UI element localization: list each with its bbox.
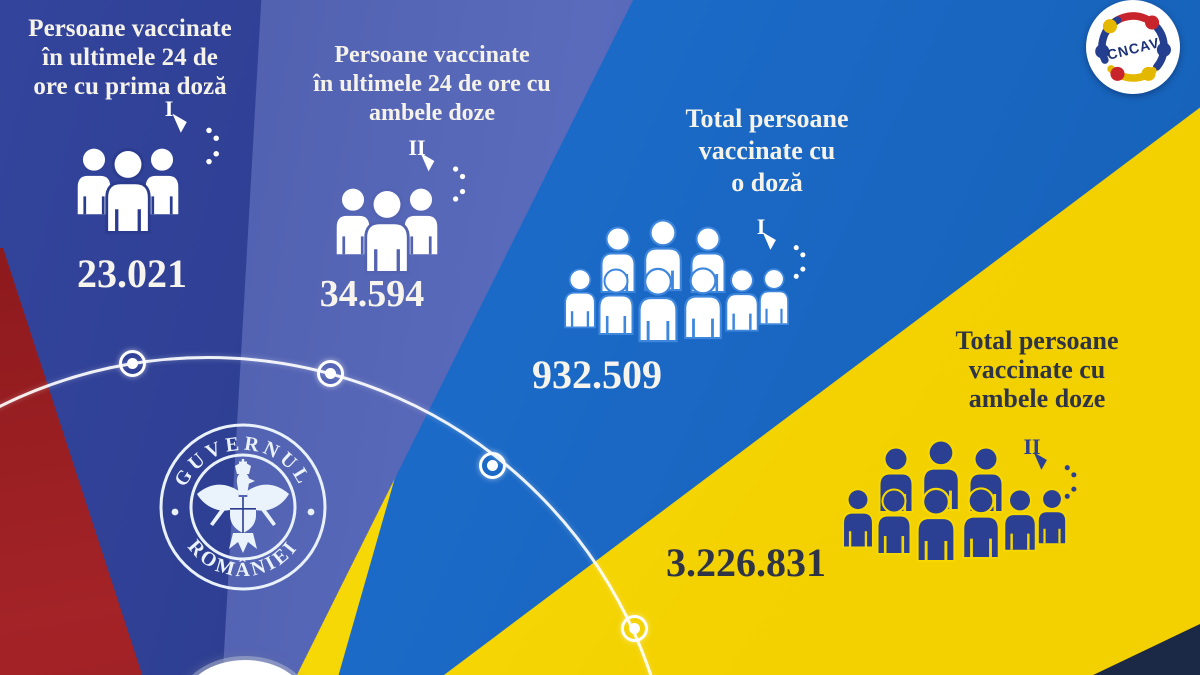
- value-total-both-doses: 3.226.831: [666, 540, 826, 585]
- cncav-label: CNCAV: [1105, 34, 1161, 63]
- cncav-figures: [1095, 15, 1171, 81]
- people-clock-icon-both-doses: II: [336, 135, 472, 290]
- title-line: Total persoane: [685, 104, 849, 133]
- panel-title-first-dose-24h: Persoane vaccinate în ultimele 24 de ore…: [0, 14, 300, 101]
- cncav-logo: CNCAV: [1086, 0, 1180, 94]
- title-line: o doză: [731, 168, 803, 197]
- panel-title-both-doses-24h: Persoane vaccinate în ultimele 24 de ore…: [252, 41, 612, 128]
- panel-title-total-both-doses: Total persoane vaccinate cu ambele doze: [877, 326, 1197, 413]
- arc-node: [621, 615, 648, 642]
- dose-numeral: I: [757, 214, 766, 239]
- people-group-clock-icon-both-doses: II: [842, 434, 1083, 582]
- title-line: Persoane vaccinate: [334, 42, 530, 68]
- title-line: vaccinate cu: [968, 355, 1106, 384]
- title-line: în ultimele 24 de ore cu: [313, 71, 551, 97]
- people-clock-icon-first-dose: I: [77, 96, 226, 250]
- arc-node: [317, 360, 344, 387]
- title-line: vaccinate cu: [698, 136, 836, 165]
- dose-numeral: II: [1023, 434, 1040, 459]
- title-line: Total persoane: [955, 326, 1119, 355]
- guvernul-romaniei-seal: GUVERNUL ROMÂNIEI: [159, 423, 327, 591]
- arc-node: [119, 350, 146, 377]
- people-group-clock-icon-one-dose: I: [564, 214, 812, 362]
- value-total-one-dose: 932.509: [532, 352, 662, 397]
- title-line: în ultimele 24 de: [42, 44, 218, 71]
- arc-node: [479, 452, 506, 479]
- dose-numeral: I: [165, 96, 174, 121]
- title-line: ambele doze: [968, 384, 1106, 413]
- title-line: ore cu prima doză: [33, 73, 227, 100]
- coat-of-arms-eagle: [197, 459, 289, 553]
- dose-numeral: II: [408, 135, 425, 160]
- value-both-doses-24h: 34.594: [319, 273, 425, 315]
- clock-icon: [170, 113, 226, 172]
- title-line: Persoane vaccinate: [28, 15, 232, 42]
- value-first-dose-24h: 23.021: [77, 251, 187, 296]
- title-line: ambele doze: [369, 100, 495, 126]
- panel-title-total-one-dose: Total persoane vaccinate cu o doză: [607, 103, 927, 199]
